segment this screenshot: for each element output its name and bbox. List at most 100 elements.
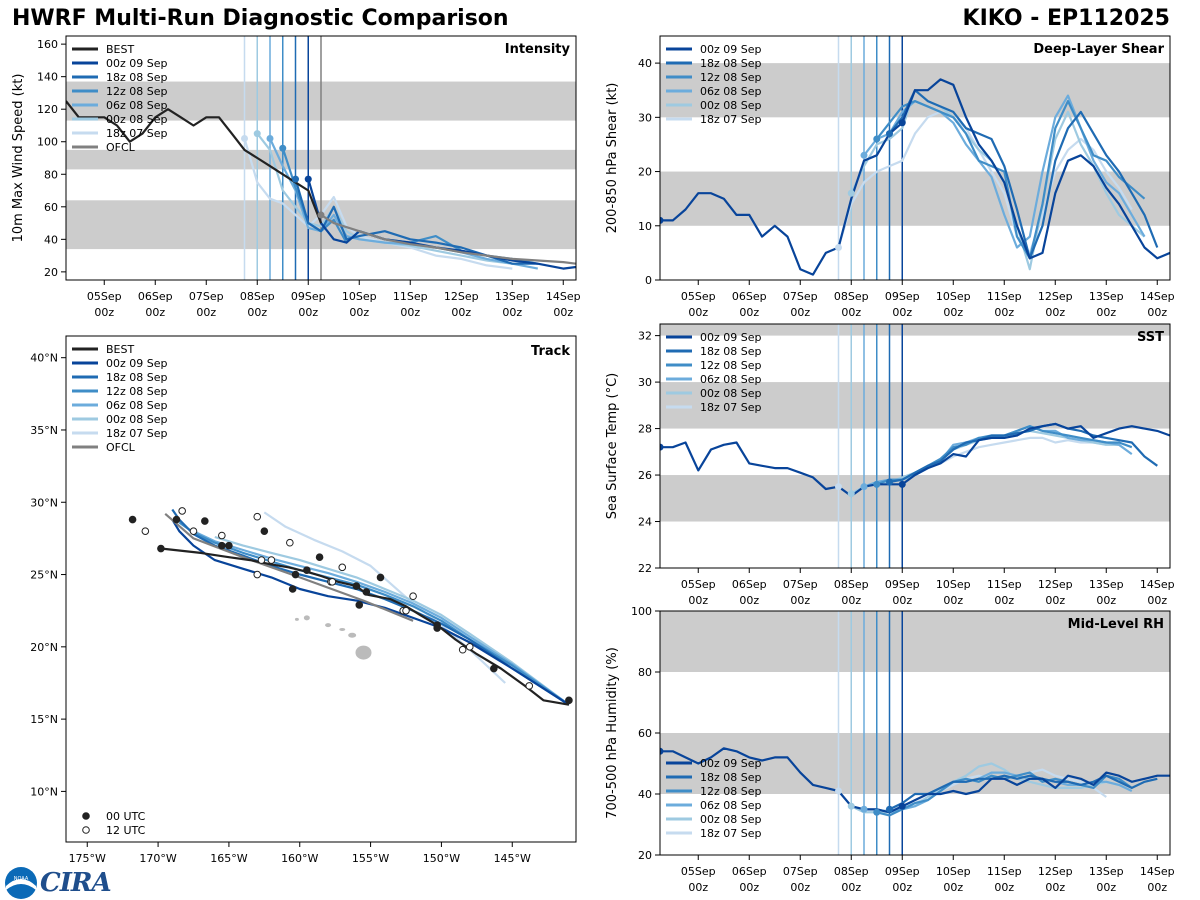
island-shape [325, 623, 332, 628]
x-tick-label: 160°W [281, 852, 318, 865]
track-point [128, 515, 137, 524]
y-tick-label: 24 [638, 516, 652, 529]
legend-label: 18z 08 Sep [700, 771, 762, 784]
init-marker [847, 490, 855, 498]
panel-rh: 20 40 60 80 100 05Sep 00z 06Sep 00z 07Sep 00z 08Sep… [605, 605, 1175, 894]
marker-legend-label: 00 UTC [106, 810, 146, 823]
x-tick-hour: 00z [892, 881, 912, 894]
legend-label: 06z 08 Sep [700, 799, 762, 812]
x-tick-day: 12Sep [1038, 865, 1073, 878]
y-tick-label: 140 [37, 71, 58, 84]
x-tick-day: 14Sep [1140, 865, 1175, 878]
x-tick-day: 05Sep [87, 290, 122, 303]
x-tick-day: 12Sep [1038, 290, 1073, 303]
y-tick-label: 10°N [30, 785, 58, 798]
x-tick-day: 07Sep [189, 290, 224, 303]
init-marker [660, 216, 664, 224]
panel-intensity: 20 40 60 80 100 120 140 160 05Sep 00z 06Sep 00z 07Se… [11, 35, 581, 319]
track-point [490, 664, 498, 673]
x-tick-day: 05Sep [681, 290, 716, 303]
x-tick-day: 06Sep [732, 578, 767, 591]
legend-label: OFCL [106, 441, 136, 454]
legend-label: 00z 09 Sep [106, 57, 168, 70]
track-point [141, 527, 150, 535]
legend-label: 06z 08 Sep [106, 99, 168, 112]
y-tick-label: 10 [638, 220, 652, 233]
x-tick-hour: 00z [553, 306, 573, 319]
threshold-band [660, 382, 1170, 429]
legend-label: 12z 08 Sep [106, 85, 168, 98]
x-tick-day: 05Sep [681, 578, 716, 591]
x-tick-day: 13Sep [495, 290, 530, 303]
x-tick-hour: 00z [349, 306, 369, 319]
legend-label: 00z 09 Sep [106, 357, 168, 370]
x-tick-hour: 00z [841, 881, 861, 894]
legend-label: 18z 07 Sep [700, 827, 762, 840]
init-marker [847, 802, 855, 810]
init-marker [835, 483, 842, 491]
track-point [218, 531, 226, 540]
init-marker [253, 130, 261, 138]
x-tick-day: 08Sep [834, 290, 869, 303]
series-line [66, 100, 323, 224]
track-point [253, 512, 262, 521]
x-tick-hour: 00z [1045, 594, 1065, 607]
init-marker [886, 805, 893, 813]
track-point [352, 582, 361, 590]
legend-label: 18z 08 Sep [700, 57, 762, 70]
init-marker [317, 211, 325, 219]
track-point [402, 606, 410, 615]
track-point [218, 541, 226, 550]
x-tick-hour: 00z [739, 594, 759, 607]
init-marker [873, 480, 881, 488]
track-line [214, 535, 570, 706]
legend-label: 00z 09 Sep [700, 757, 762, 770]
track-point [458, 645, 467, 654]
track-point [565, 696, 573, 705]
track-point [376, 573, 385, 582]
panel-title: Deep-Layer Shear [1033, 42, 1164, 57]
x-tick-hour: 00z [892, 306, 912, 319]
y-tick-label: 60 [638, 727, 652, 740]
series-line [837, 110, 1133, 254]
x-tick-day: 07Sep [783, 578, 818, 591]
x-tick-day: 05Sep [681, 865, 716, 878]
legend-label: 18z 07 Sep [106, 127, 168, 140]
x-tick-hour: 00z [451, 306, 471, 319]
x-tick-hour: 00z [688, 594, 708, 607]
init-marker [886, 130, 893, 138]
noaa-logo-text: NOAA [14, 876, 29, 882]
x-tick-day: 14Sep [1140, 578, 1175, 591]
x-tick-day: 06Sep [732, 865, 767, 878]
panel-frame [65, 35, 577, 281]
x-tick-hour: 00z [739, 881, 759, 894]
init-marker [292, 175, 299, 183]
legend-label: 06z 08 Sep [700, 85, 762, 98]
y-tick-label: 80 [44, 168, 58, 181]
x-tick-label: 155°W [352, 852, 389, 865]
legend-label: 00z 08 Sep [700, 387, 762, 400]
track-point [257, 556, 266, 564]
x-tick-day: 06Sep [732, 290, 767, 303]
island-shape [339, 627, 346, 631]
x-tick-hour: 00z [739, 306, 759, 319]
panel-track: 10°N 15°N 20°N 25°N 30°N 35°N 40°N 175°W 170°W 16… [30, 335, 577, 865]
x-tick-label: 165°W [210, 852, 247, 865]
x-tick-day: 09Sep [291, 290, 326, 303]
track-point [465, 643, 474, 651]
series-line [320, 213, 576, 265]
x-tick-label: 175°W [69, 852, 106, 865]
init-marker [660, 443, 664, 451]
x-tick-day: 10Sep [936, 290, 971, 303]
x-tick-hour: 00z [400, 306, 420, 319]
legend-label: 18z 07 Sep [700, 113, 762, 126]
series-line [660, 747, 1170, 814]
legend-label: 12z 08 Sep [700, 785, 762, 798]
legend-label: 18z 07 Sep [700, 401, 762, 414]
x-tick-hour: 00z [1096, 881, 1116, 894]
legend-label: 00z 08 Sep [700, 99, 762, 112]
